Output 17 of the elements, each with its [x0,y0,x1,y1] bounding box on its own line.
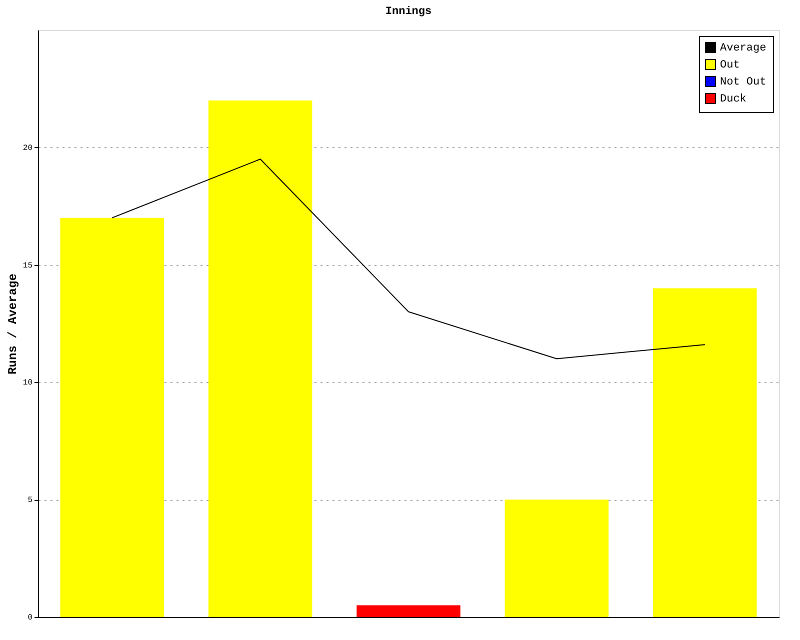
bar [208,100,312,617]
y-tick-label: 5 [28,496,33,506]
y-tick-label: 10 [22,378,33,388]
y-tick-label: 20 [22,144,33,153]
bar [653,288,757,617]
line-series [112,158,706,360]
bar [60,218,164,617]
y-tick-label: 0 [28,614,33,622]
bar [504,500,609,617]
y-tick-label: 15 [22,261,33,270]
chart-title: Innings [385,6,432,18]
legend-label: Average [720,42,766,54]
legend-label: Out [720,60,740,72]
bar [356,605,460,617]
legend-label: Not Out [720,76,766,88]
y-axis-title: Runs / Average [6,274,20,374]
legend-label: Duck [720,94,747,106]
